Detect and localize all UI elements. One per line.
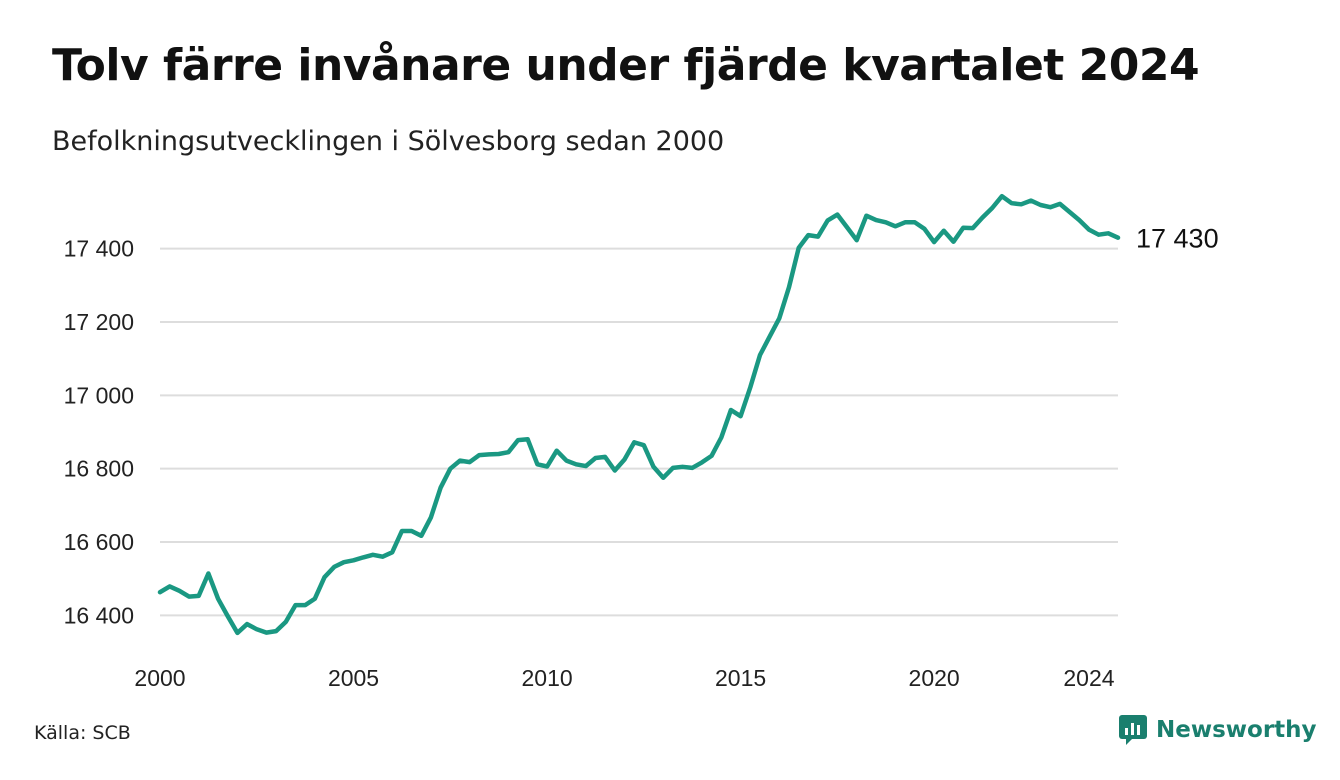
y-tick-label: 16 600 — [64, 529, 134, 555]
newsworthy-logo-icon — [1119, 715, 1147, 745]
y-axis-ticks: 16 400 16 600 16 800 17 000 17 200 17 400 — [64, 236, 134, 629]
population-line — [157, 193, 1121, 636]
x-tick-label: 2015 — [715, 665, 766, 691]
y-tick-label: 16 800 — [64, 456, 134, 482]
brand-logo[interactable]: Newsworthy — [1118, 714, 1317, 746]
source-note: Källa: SCB — [34, 722, 131, 744]
y-tick-label: 17 000 — [64, 382, 134, 408]
grid-lines — [160, 247, 1118, 617]
x-tick-label: 2024 — [1063, 665, 1114, 691]
y-tick-label: 16 400 — [64, 602, 134, 628]
x-tick-label: 2005 — [328, 665, 379, 691]
x-axis-ticks: 2000 2005 2010 2015 2020 2024 — [134, 665, 1114, 691]
chart-subtitle: Befolkningsutvecklingen i Sölvesborg sed… — [52, 126, 725, 157]
x-tick-label: 2000 — [134, 665, 185, 691]
y-tick-label: 17 400 — [64, 236, 134, 262]
chart-title: Tolv färre invånare under fjärde kvartal… — [52, 40, 1200, 91]
brand-name: Newsworthy — [1156, 717, 1317, 743]
end-value-label: 17 430 — [1136, 224, 1219, 254]
x-tick-label: 2010 — [521, 665, 572, 691]
x-tick-label: 2020 — [909, 665, 960, 691]
y-tick-label: 17 200 — [64, 309, 134, 335]
